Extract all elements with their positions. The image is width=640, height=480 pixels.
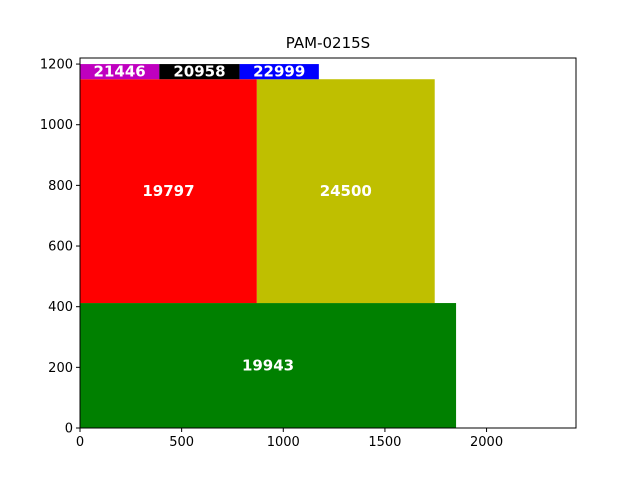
axes-frame xyxy=(79,57,577,429)
y-tick-label: 200 xyxy=(48,361,73,376)
x-tick-label: 2000 xyxy=(470,435,503,450)
y-tick-label: 1000 xyxy=(40,118,73,133)
rectangle-label: 24500 xyxy=(320,182,372,200)
rectangle-21446 xyxy=(80,64,160,80)
rectangle-label: 21446 xyxy=(94,63,146,81)
rectangle-24500 xyxy=(256,79,435,304)
y-tick-label: 600 xyxy=(48,240,73,255)
rectangle-labels: 19943 19797 24500 21446 20958 22999 xyxy=(94,63,372,375)
rectangle-label: 22999 xyxy=(253,63,305,81)
rectangle-label: 20958 xyxy=(173,63,225,81)
x-tick-label: 0 xyxy=(76,435,84,450)
rectangle-20958 xyxy=(159,64,240,80)
chart-title: PAM-0215S xyxy=(286,34,370,52)
rectangle-label: 19797 xyxy=(142,182,194,200)
y-tick-label: 800 xyxy=(48,179,73,194)
y-axis: 0 200 400 600 800 1000 1200 xyxy=(40,58,80,437)
rectangle-label: 19943 xyxy=(242,357,294,375)
y-tick-label: 1200 xyxy=(40,58,73,73)
y-tick-label: 0 xyxy=(65,422,73,437)
x-axis: 0 500 1000 1500 2000 xyxy=(76,428,503,450)
y-tick-label: 400 xyxy=(48,300,73,315)
rectangle-19943 xyxy=(80,303,457,428)
x-tick-label: 500 xyxy=(169,435,194,450)
x-tick-label: 1500 xyxy=(368,435,401,450)
rectangles xyxy=(80,64,457,428)
rectangle-19797 xyxy=(80,79,257,304)
rectangle-22999 xyxy=(239,64,319,80)
x-tick-label: 1000 xyxy=(267,435,300,450)
